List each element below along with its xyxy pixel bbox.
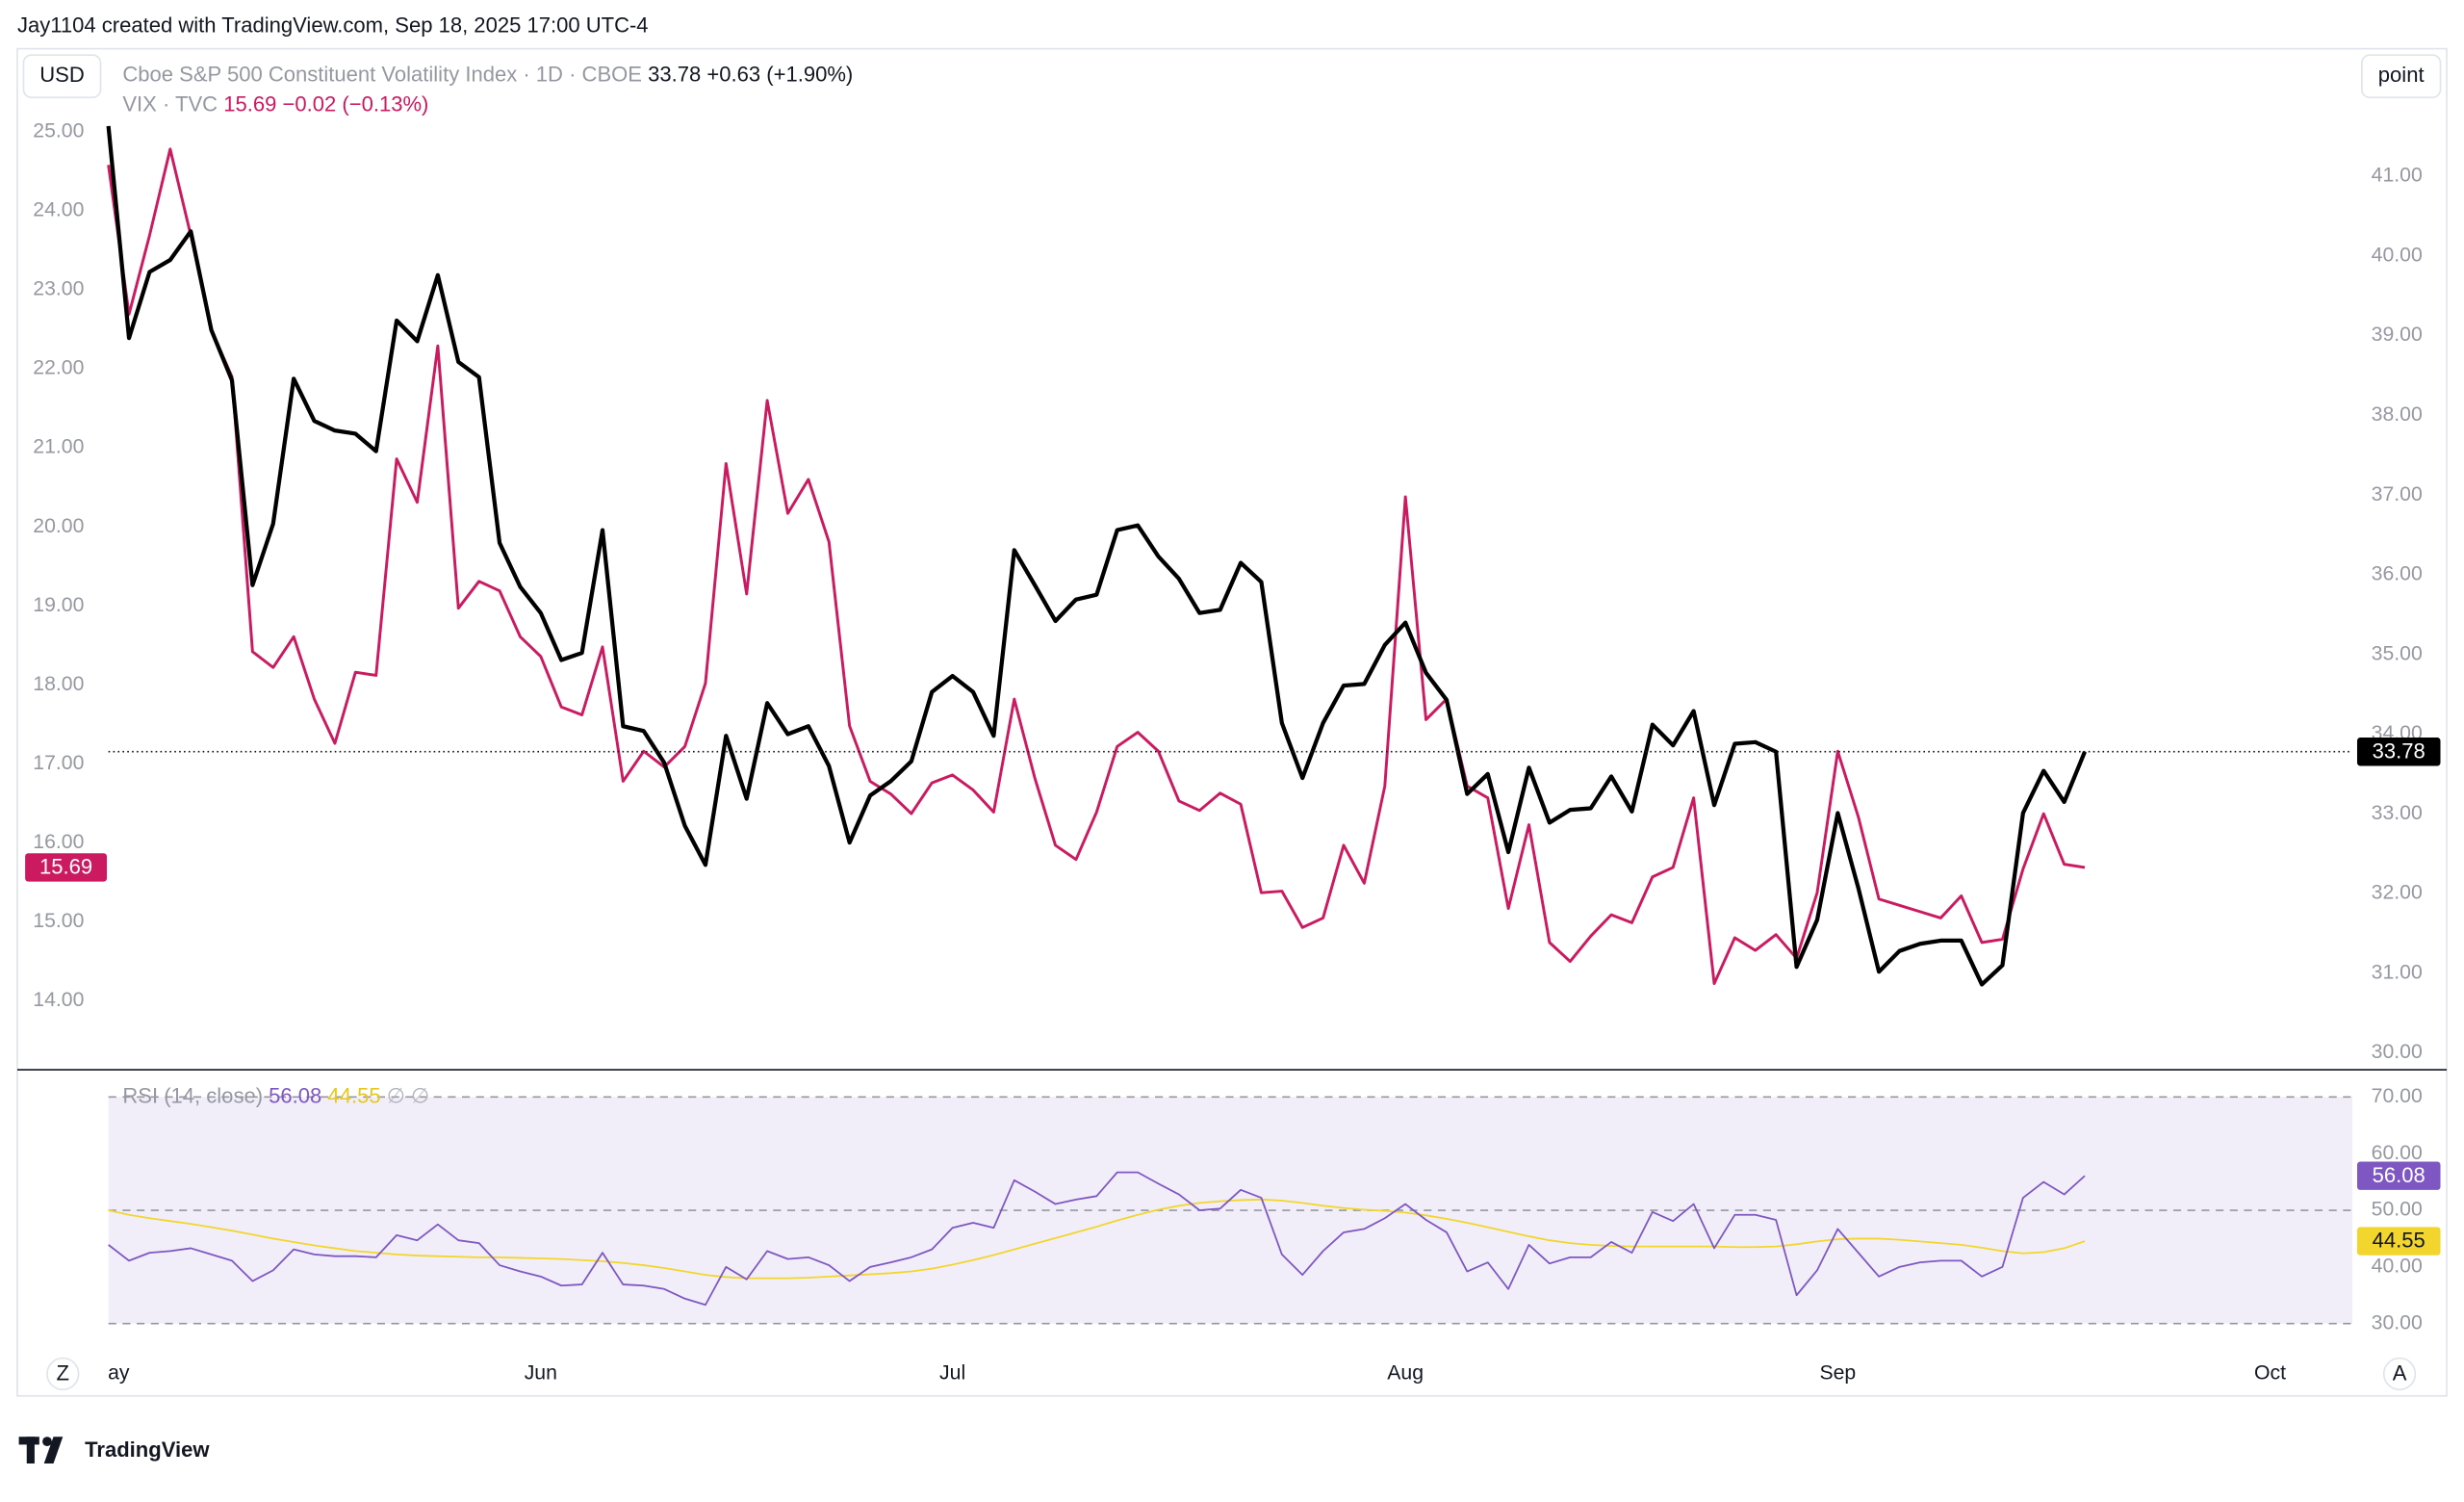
y-tick-label: 20.00: [33, 515, 84, 537]
x-tick-label: ay: [108, 1362, 130, 1385]
legend-main: Cboe S&P 500 Constituent Volatility Inde…: [122, 62, 853, 86]
y-tick-label: 18.00: [33, 673, 84, 695]
zoom-button[interactable]: [46, 1357, 80, 1391]
legend-rsi: RSI (14, close) 56.08 44.55 ∅ ∅: [122, 1083, 429, 1107]
x-tick-label: Jul: [939, 1362, 965, 1385]
last-value-label: 15.69: [39, 855, 92, 879]
legend-change: −0.02 (−0.13%): [283, 91, 429, 116]
last-value-label: 56.08: [2373, 1163, 2426, 1187]
currency-button[interactable]: [22, 54, 102, 99]
legend-suffix: ∅ ∅: [387, 1083, 430, 1107]
logo-icon: [18, 1437, 64, 1463]
y-tick-label: 24.00: [33, 198, 84, 220]
last-value-box: [2356, 1161, 2441, 1190]
series-line: [108, 1171, 2086, 1307]
unit-button[interactable]: [2361, 54, 2442, 99]
y-tick-label: 23.00: [33, 278, 84, 300]
legend-value: 56.08: [269, 1083, 321, 1107]
y-tick-label: 32.00: [2372, 882, 2423, 904]
y-tick-label: 50.00: [2372, 1199, 2423, 1221]
y-tick-label: 19.00: [33, 594, 84, 616]
legend-vix: VIX · TVC 15.69 −0.02 (−0.13%): [122, 91, 428, 116]
legend-value: 15.69: [223, 91, 276, 116]
legend-change: +0.63 (+1.90%): [706, 62, 853, 86]
y-tick-label: 40.00: [2372, 1255, 2423, 1277]
auto-label: A: [2393, 1361, 2407, 1385]
y-tick-label: 33.00: [2372, 802, 2423, 824]
legend-value: 44.55: [327, 1083, 380, 1107]
series-line: [106, 125, 2087, 987]
plot: 14.00 15.00 16.00 17.00 18.00 19.00 20.00 21.00…: [25, 119, 2441, 1385]
chart-frame: [16, 47, 2448, 1397]
y-tick-label: 22.00: [33, 357, 84, 379]
x-tick-label: Oct: [2254, 1362, 2286, 1385]
y-tick-label: 30.00: [2372, 1311, 2423, 1334]
last-value-box: [2356, 1227, 2441, 1256]
y-tick-label: 36.00: [2372, 563, 2423, 585]
y-tick-label: 30.00: [2372, 1041, 2423, 1063]
legend-value: 33.78: [648, 62, 701, 86]
y-tick-label: 38.00: [2372, 403, 2423, 426]
rsi-background: [108, 1096, 2353, 1325]
y-tick-label: 40.00: [2372, 244, 2423, 266]
y-tick-label: 39.00: [2372, 324, 2423, 346]
currency: USD: [39, 63, 85, 87]
y-tick-label: 70.00: [2372, 1085, 2423, 1107]
y-tick-label: 14.00: [33, 989, 84, 1011]
zoom-label: Z: [57, 1361, 69, 1385]
series-line: [107, 147, 2086, 986]
y-tick-label: 41.00: [2372, 165, 2423, 187]
auto-button[interactable]: [2382, 1357, 2417, 1391]
x-tick-label: Aug: [1387, 1362, 1424, 1385]
y-tick-label: 17.00: [33, 752, 84, 774]
y-tick-label: 21.00: [33, 436, 84, 458]
last-value-box: [25, 853, 108, 882]
y-tick-label: 60.00: [2372, 1142, 2423, 1164]
legend-title: VIX · TVC: [122, 91, 218, 116]
last-value-label: 44.55: [2373, 1229, 2426, 1253]
logo: TradingView: [85, 1437, 210, 1462]
y-tick-label: 25.00: [33, 119, 84, 142]
series-line: [108, 1198, 2086, 1280]
legend-title: Cboe S&P 500 Constituent Volatility Inde…: [122, 62, 642, 86]
last-value-label: 33.78: [2373, 738, 2426, 763]
unit: point: [2378, 63, 2425, 87]
y-tick-label: 37.00: [2372, 483, 2423, 505]
y-tick-label: 31.00: [2372, 961, 2423, 983]
x-tick-label: Jun: [525, 1362, 557, 1385]
header: Jay1104 created with TradingView.com, Se…: [17, 13, 649, 38]
legend-title: RSI (14, close): [122, 1083, 263, 1107]
y-tick-label: 16.00: [33, 831, 84, 853]
last-value-box: [2356, 738, 2441, 766]
x-tick-label: Sep: [1819, 1362, 1856, 1385]
y-tick-label: 35.00: [2372, 642, 2423, 664]
y-tick-label: 15.00: [33, 910, 84, 932]
